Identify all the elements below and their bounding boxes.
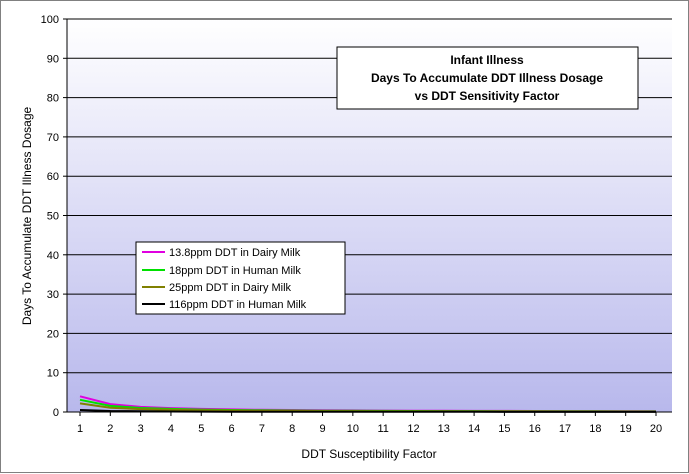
legend: 13.8ppm DDT in Dairy Milk 18ppm DDT in H… — [135, 241, 346, 315]
chart-title-line-2: Days To Accumulate DDT Illness Dosage — [371, 71, 603, 85]
x-tick-label: 9 — [319, 423, 325, 435]
x-tick-label: 16 — [529, 423, 541, 435]
x-tick-label: 11 — [377, 423, 388, 435]
x-tick-labels: 1 2 3 4 5 6 7 8 9 10 11 12 13 14 15 16 17 18 19 20 — [77, 423, 662, 435]
legend-label-3: 25ppm DDT in Dairy Milk — [169, 282, 292, 294]
x-tick-label: 4 — [168, 423, 174, 435]
y-tick-label: 50 — [47, 211, 59, 223]
y-tick-label: 10 — [47, 368, 59, 380]
legend-label-1: 13.8ppm DDT in Dairy Milk — [169, 247, 301, 259]
y-tick-label: 70 — [47, 132, 59, 144]
x-tick-label: 19 — [620, 423, 632, 435]
x-tick-label: 15 — [498, 423, 510, 435]
x-tick-label: 17 — [559, 423, 571, 435]
legend-label-2: 18ppm DDT in Human Milk — [169, 265, 301, 277]
chart-title-line-3: vs DDT Sensitivity Factor — [415, 89, 560, 103]
x-tick-label: 13 — [438, 423, 450, 435]
chart-title-line-1: Infant Illness — [450, 53, 524, 67]
series-line-4 — [79, 409, 656, 413]
y-tick-label: 80 — [47, 93, 59, 105]
y-tick-label: 90 — [47, 53, 59, 65]
x-tick-label: 6 — [229, 423, 235, 435]
y-tick-label: 30 — [47, 289, 59, 301]
x-tick-label: 14 — [468, 423, 480, 435]
legend-label-4: 116ppm DDT in Human Milk — [169, 299, 307, 311]
chart-title-box: Infant Illness Days To Accumulate DDT Il… — [336, 46, 639, 110]
x-axis-title: DDT Susceptibility Factor — [301, 447, 436, 461]
y-tick-label: 100 — [41, 14, 59, 26]
y-axis-title: Days To Accumulate DDT Illness Dosage — [20, 107, 34, 326]
y-tick-label: 0 — [53, 407, 59, 419]
x-tick-label: 1 — [77, 423, 83, 435]
y-tick-labels: 0 10 20 30 40 50 60 70 80 90 100 — [41, 14, 59, 419]
x-tick-label: 20 — [650, 423, 662, 435]
x-tick-label: 18 — [589, 423, 601, 435]
x-tick-label: 8 — [289, 423, 295, 435]
y-tick-label: 60 — [47, 171, 59, 183]
y-tick-label: 20 — [47, 328, 59, 340]
series-group — [79, 395, 657, 413]
x-tick-label: 12 — [407, 423, 419, 435]
y-tick-label: 40 — [47, 250, 59, 262]
x-tick-label: 5 — [198, 423, 204, 435]
x-tick-label: 2 — [107, 423, 113, 435]
x-tick-label: 7 — [259, 423, 265, 435]
x-tick-label: 10 — [347, 423, 359, 435]
x-tick-label: 3 — [138, 423, 144, 435]
